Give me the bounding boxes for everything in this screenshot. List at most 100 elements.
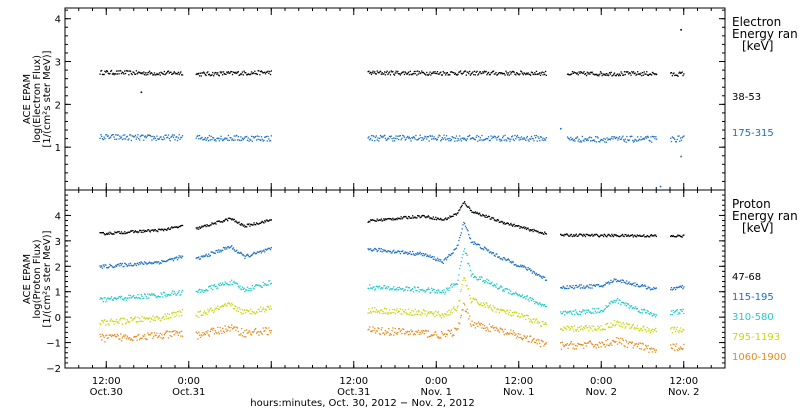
data-point [508,311,510,314]
data-point [261,250,263,252]
data-point [475,136,477,138]
data-point [542,320,544,323]
data-point [257,223,259,225]
data-point [393,137,395,139]
data-point [268,220,270,222]
data-point [598,341,601,343]
data-point [681,310,683,313]
data-point [457,137,459,140]
data-point [397,287,399,289]
data-point [515,74,517,76]
data-point [636,283,638,285]
data-point [459,300,461,302]
data-point [147,293,149,295]
data-point [507,333,509,335]
data-point [243,70,245,72]
data-point [269,283,272,285]
data-point [679,285,681,288]
data-point [103,297,105,299]
data-point [142,263,144,265]
data-point [391,311,393,314]
y-tick-label: 1 [55,288,61,299]
data-point [407,330,409,332]
data-point [495,137,497,139]
data-point [581,344,583,346]
data-point [511,261,514,263]
data-point [504,328,506,330]
data-point [642,72,644,74]
data-point [261,220,263,223]
data-point [391,330,393,332]
data-point [574,325,576,327]
data-point [218,140,220,142]
data-point [174,72,176,74]
x-axis-label: hours:minutes, Oct. 30, 2012 − Nov. 2, 2… [250,398,475,409]
data-point [517,295,519,297]
data-point [385,218,387,221]
data-point [200,289,202,291]
data-point [521,227,524,229]
data-point [519,227,521,229]
data-point [640,308,643,311]
electron-frame [64,7,726,191]
data-point [604,73,606,75]
data-point [133,71,135,74]
data-point [129,262,132,264]
data-point [124,318,126,320]
data-point [249,312,251,315]
data-point [564,314,566,316]
data-point [213,73,216,75]
data-point [152,229,154,231]
data-point [213,310,216,312]
data-point [637,327,639,330]
data-point [613,299,615,301]
data-point [382,332,384,334]
y-axis-label: log(Proton Flux) [32,239,43,318]
data-point [157,138,159,140]
data-point [650,234,653,236]
data-point [390,252,392,254]
data-point [269,308,271,310]
data-point [598,346,600,348]
data-point [527,315,529,317]
data-point [208,335,211,337]
data-point [588,341,590,344]
data-point [675,328,678,331]
data-point [511,333,514,335]
data-point [155,261,157,263]
data-point [248,256,250,258]
data-point [415,252,417,255]
data-point [215,307,217,309]
legend-entry: 795-1193 [732,332,780,343]
data-point [565,328,568,330]
data-point [116,297,118,300]
data-point [377,327,379,329]
data-point [379,137,381,139]
data-point [449,313,451,316]
data-point [431,289,434,292]
data-point [176,140,179,142]
data-point [117,264,119,266]
data-point [162,337,165,339]
data-point [255,224,257,226]
data-point [486,278,488,280]
data-point [602,73,604,75]
data-point [420,289,422,291]
data-point [525,337,528,339]
data-point [654,316,657,318]
data-point [536,322,538,324]
data-point [469,269,472,272]
data-point [115,321,117,323]
data-point [436,219,438,221]
data-point [270,330,272,332]
data-point [154,295,156,297]
data-point [140,231,142,233]
data-point [411,217,413,219]
data-point [254,329,256,331]
data-point [592,307,594,310]
data-point [141,337,143,339]
data-point [179,310,181,312]
data-point [234,326,236,328]
data-point [635,285,637,287]
data-point [535,272,538,275]
